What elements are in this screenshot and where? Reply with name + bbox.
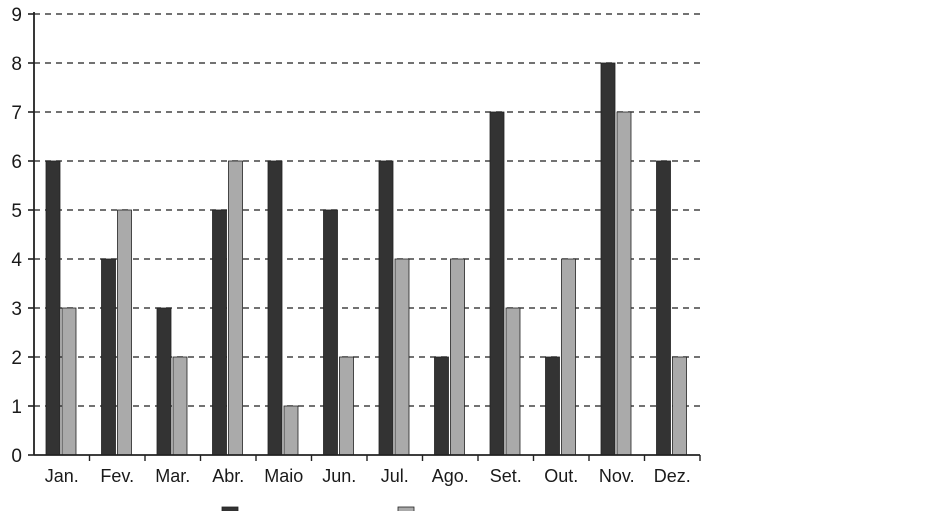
bar-series-1 [156, 307, 172, 456]
bar-series-1 [45, 160, 61, 456]
labels: 0 1 2 3 4 5 6 7 8 9 Jan. Fev. Mar. Abr. Maio Jun. Jul. Ag… [11, 5, 690, 486]
bar-series-2 [616, 111, 632, 456]
bar-series-1 [656, 160, 671, 456]
bar-series-2 [117, 209, 132, 456]
y-tick-label: 3 [11, 299, 22, 320]
y-tick-label: 0 [11, 446, 22, 467]
bar-series-1 [489, 111, 505, 456]
x-tick-label: Maio [264, 466, 303, 486]
bar-series-2 [505, 307, 521, 456]
bar-series-2 [61, 307, 77, 456]
x-tick-label: Ago. [432, 466, 469, 486]
legend-swatch-series-1 [221, 506, 239, 511]
bar-series-1 [212, 209, 227, 456]
bar-series-2 [339, 356, 354, 456]
bar-series-2 [283, 405, 299, 456]
x-tick-label: Jul. [381, 466, 409, 486]
x-tick-label: Dez. [654, 466, 691, 486]
bar-series-2 [394, 258, 410, 456]
x-tick-label: Jan. [45, 466, 79, 486]
x-tick-label: Set. [490, 466, 522, 486]
legend-swatch-series-2 [397, 506, 415, 511]
bar-series-1 [545, 356, 560, 456]
y-tick-label: 6 [11, 152, 22, 173]
x-tick-label: Jun. [322, 466, 356, 486]
gridlines [34, 13, 700, 407]
bar-series-1 [434, 356, 449, 456]
y-tick-label: 2 [11, 348, 22, 369]
legend [221, 506, 415, 511]
y-tick-label: 9 [11, 5, 22, 26]
bar-series-1 [600, 62, 616, 456]
bar-series-1 [323, 209, 338, 456]
y-tick-label: 8 [11, 54, 22, 75]
x-tick-label: Nov. [599, 466, 635, 486]
bars [45, 62, 687, 456]
x-tick-label: Mar. [155, 466, 190, 486]
x-tick-label: Abr. [212, 466, 244, 486]
axes [28, 12, 701, 461]
bar-series-2 [672, 356, 687, 456]
x-tick-label: Fev. [100, 466, 134, 486]
bar-series-1 [267, 160, 283, 456]
bar-series-2 [172, 356, 188, 456]
y-tick-label: 4 [11, 250, 22, 271]
y-tick-label: 1 [11, 397, 22, 418]
x-tick-label: Out. [544, 466, 578, 486]
bar-series-2 [450, 258, 465, 456]
bar-series-1 [101, 258, 116, 456]
y-tick-label: 7 [11, 103, 22, 124]
bar-series-1 [378, 160, 394, 456]
bar-series-2 [228, 160, 243, 456]
y-tick-label: 5 [11, 201, 22, 222]
bar-series-2 [561, 258, 576, 456]
